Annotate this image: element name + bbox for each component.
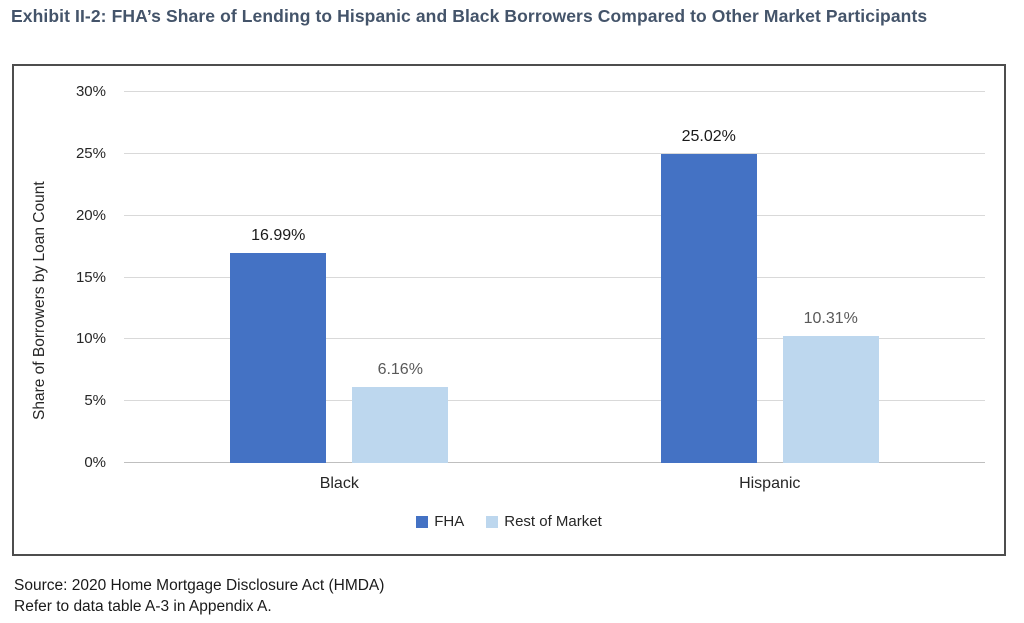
data-label-rest-of-market-black: 6.16% xyxy=(377,360,423,378)
chart-frame: Share of Borrowers by Loan Count 0% 5% 10%… xyxy=(12,64,1006,556)
legend-swatch-rest-of-market xyxy=(486,515,499,528)
y-tick-label-5: 5% xyxy=(84,392,106,410)
source-note: Source: 2020 Home Mortgage Disclosure Ac… xyxy=(14,576,384,617)
bar-rest-of-market-black xyxy=(352,386,449,463)
y-axis-label: Share of Borrowers by Loan Count xyxy=(31,181,48,421)
legend-label-fha: FHA xyxy=(434,513,465,530)
x-category-label-hispanic: Hispanic xyxy=(739,475,801,492)
bar-rest-of-market-hispanic xyxy=(782,335,879,463)
x-axis-line xyxy=(124,462,985,463)
y-tick-label-30: 30% xyxy=(75,83,106,100)
x-category-label-black: Black xyxy=(319,475,359,492)
source-line-1: Source: 2020 Home Mortgage Disclosure Ac… xyxy=(14,577,385,594)
y-tick-label-20: 20% xyxy=(75,206,106,224)
y-tick-label-15: 15% xyxy=(75,268,106,286)
gridline-30 xyxy=(124,91,985,92)
data-label-fha-black: 16.99% xyxy=(251,226,306,244)
gridline-20 xyxy=(124,214,985,216)
data-label-fha-hispanic: 25.02% xyxy=(681,127,736,145)
y-tick-label-25: 25% xyxy=(75,144,106,162)
bar-group-hispanic: 25.02% 10.31% xyxy=(660,92,879,463)
gridline-5 xyxy=(124,400,985,402)
legend-item-rest-of-market: Rest of Market xyxy=(486,513,602,530)
bar-fha-hispanic xyxy=(660,153,757,463)
legend-item-fha: FHA xyxy=(416,513,464,530)
data-label-rest-of-market-hispanic: 10.31% xyxy=(803,309,858,327)
bar-group-black: 16.99% 6.16% xyxy=(230,92,449,463)
gridline-10 xyxy=(124,338,985,340)
exhibit-title: Exhibit II-2: FHA’s Share of Lending to … xyxy=(11,6,928,26)
plot-area: 16.99% 6.16% 25.02% 10.31% xyxy=(124,91,985,463)
source-line-2: Refer to data table A-3 in Appendix A. xyxy=(14,597,272,615)
legend: FHA Rest of Market xyxy=(14,513,1004,530)
bar-fha-black xyxy=(230,252,327,463)
y-tick-label-10: 10% xyxy=(75,330,106,348)
legend-swatch-fha xyxy=(416,515,429,528)
y-tick-label-0: 0% xyxy=(84,454,106,471)
legend-label-rest-of-market: Rest of Market xyxy=(504,513,602,530)
gridline-25 xyxy=(124,152,985,154)
gridline-15 xyxy=(124,276,985,278)
